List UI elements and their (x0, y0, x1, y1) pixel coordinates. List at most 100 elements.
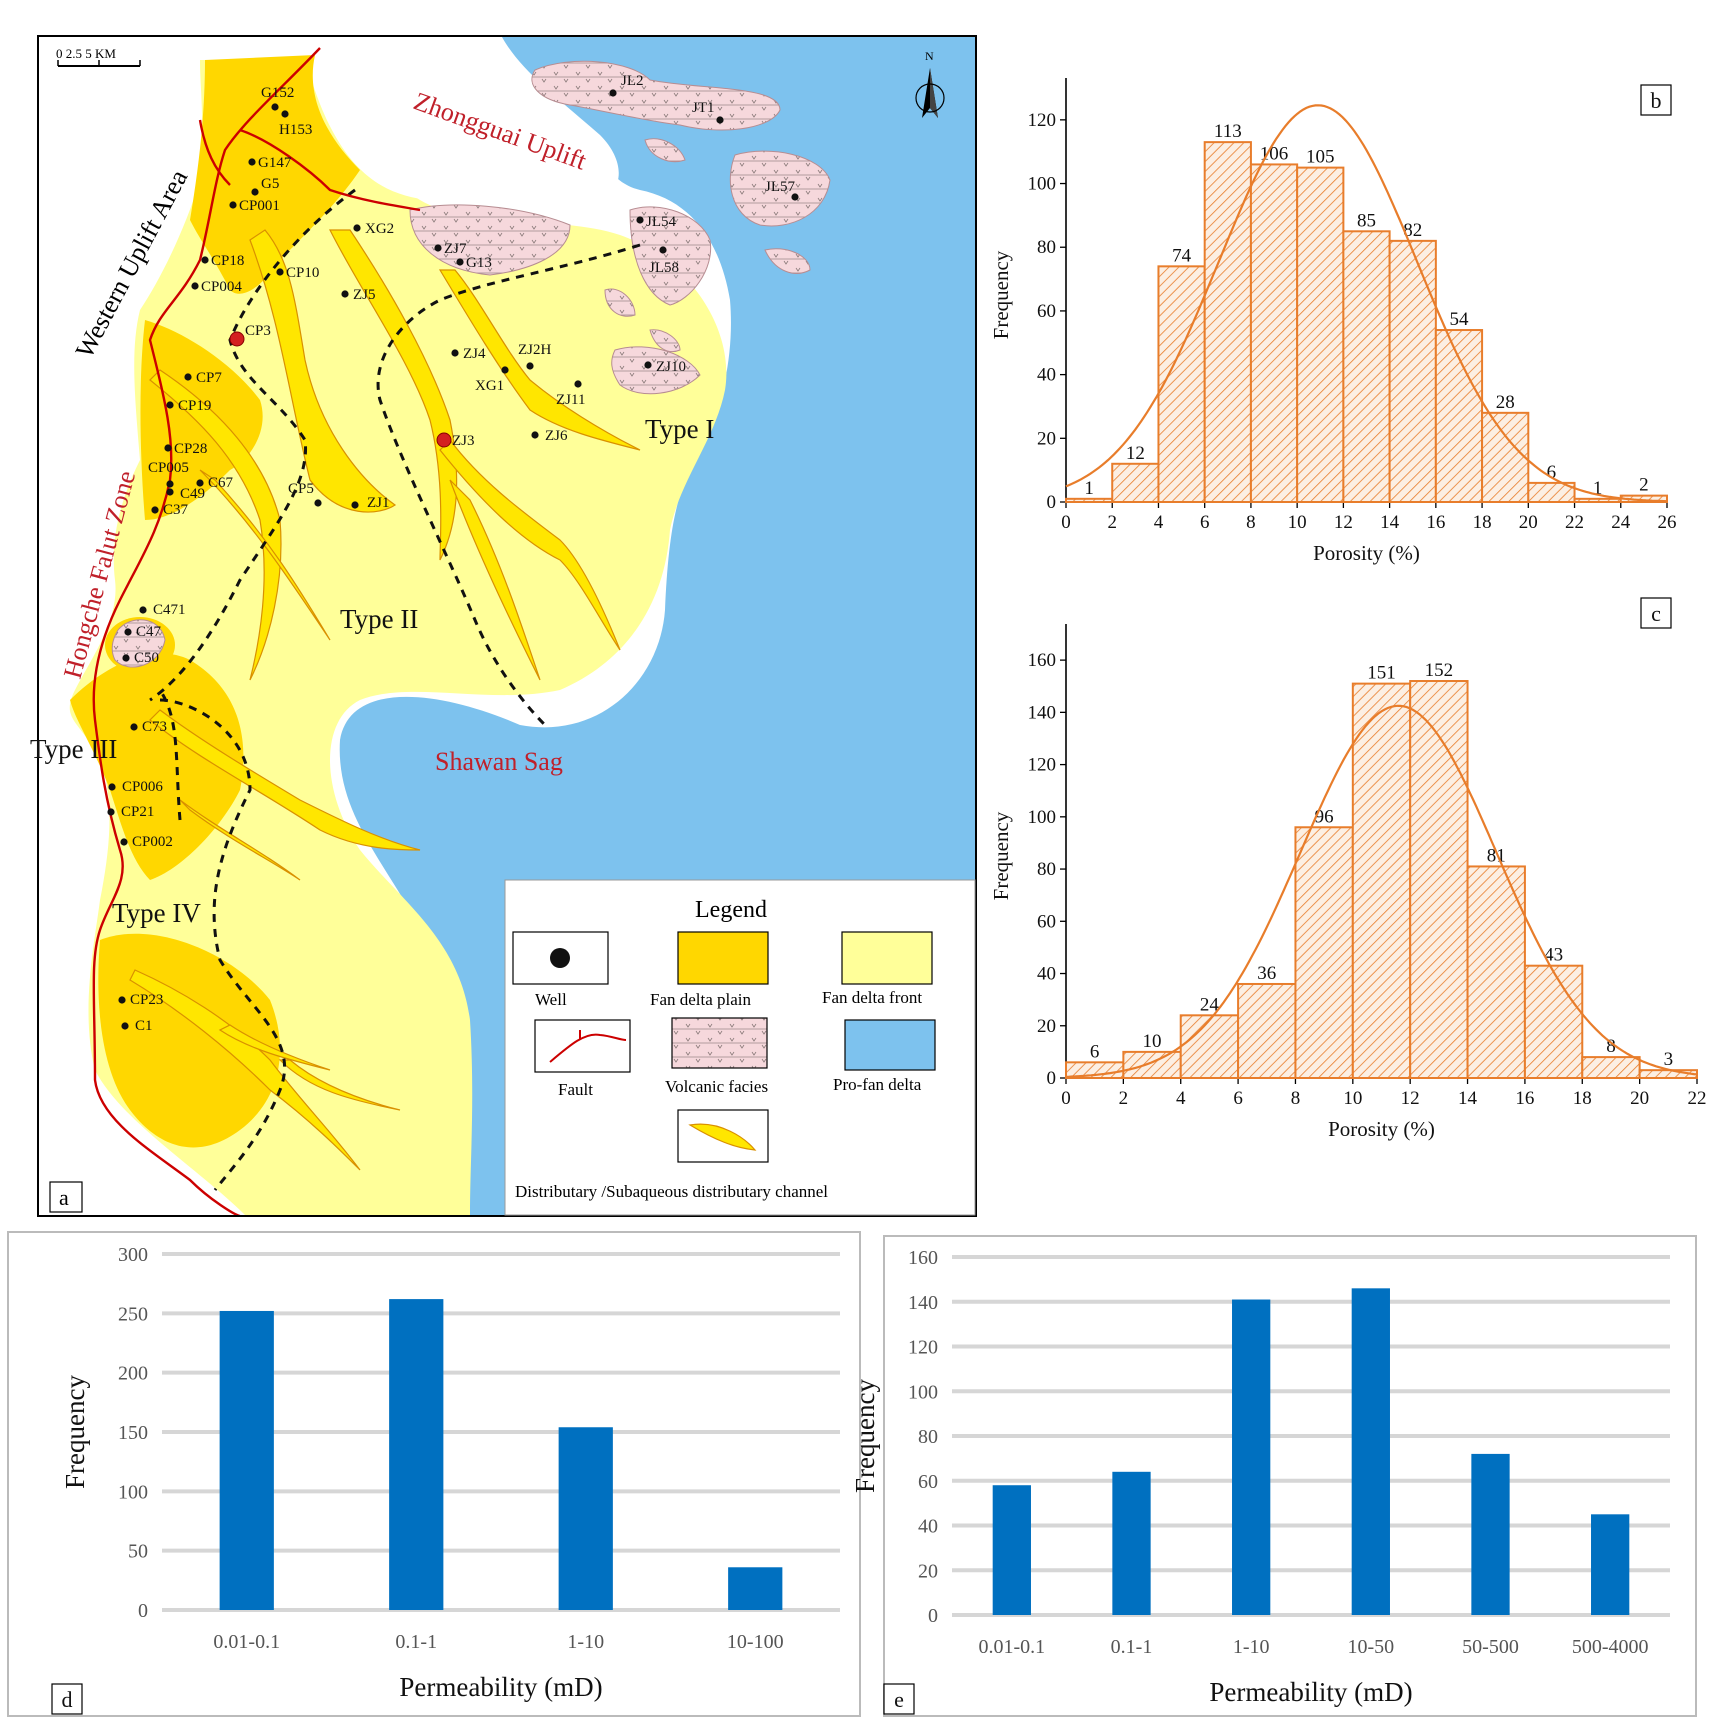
bar (1591, 1514, 1630, 1615)
well-marker (201, 256, 209, 264)
histogram-bar (1122, 1050, 1182, 1079)
x-tick-label: 26 (1658, 512, 1677, 533)
histogram-bar (1409, 680, 1469, 1079)
histogram-bar (1523, 964, 1584, 1079)
y-tick-label: 100 (1028, 174, 1057, 195)
x-tick-label: 20 (1519, 512, 1538, 533)
x-tick-label: 10 (1343, 1088, 1362, 1109)
y-axis-title: Frequency (60, 1375, 90, 1489)
x-tick-label: 14 (1380, 512, 1400, 533)
legend-pro-fan-delta: Pro-fan delta (833, 1075, 922, 1094)
x-tick-label: 0.01-0.1 (978, 1636, 1045, 1658)
histogram-bar (1249, 163, 1299, 504)
well-marker (341, 290, 349, 298)
y-tick-label: 160 (908, 1247, 938, 1269)
well-label: JL2 (621, 73, 644, 89)
well-label: G152 (261, 85, 294, 101)
well-marker (184, 373, 192, 381)
well-label: CP002 (132, 834, 173, 850)
y-tick-label: 150 (118, 1422, 148, 1444)
well-label: JL58 (649, 260, 679, 276)
well-marker (353, 224, 361, 232)
bar (219, 1310, 274, 1610)
histogram-bar (1179, 1014, 1240, 1079)
well-marker (229, 331, 245, 347)
fan-delta-plain-north (190, 55, 360, 294)
panel-label: d (62, 1687, 73, 1712)
bar-value-label: 151 (1367, 663, 1396, 684)
well-marker (636, 216, 644, 224)
bar (1471, 1453, 1510, 1615)
x-tick-label: 10-50 (1347, 1636, 1394, 1658)
shawan-sag-label: Shawan Sag (435, 747, 563, 776)
y-tick-label: 80 (1037, 859, 1056, 880)
y-axis-title: Frequency (989, 811, 1013, 900)
bar-value-label: 74 (1172, 245, 1192, 266)
well-marker (531, 431, 539, 439)
wells: JL2 JT1 JL57 JL54 JL58 ZJ10 ZJ11 ZJ2H XG1 ZJ4 ZJ6 Z… (107, 73, 799, 1034)
well-marker (120, 838, 128, 846)
bar-value-label: 105 (1306, 147, 1335, 168)
y-tick-label: 100 (908, 1381, 938, 1403)
x-tick-label: 4 (1176, 1088, 1186, 1109)
x-tick-label: 18 (1473, 512, 1492, 533)
x-tick-label: 4 (1154, 512, 1164, 533)
x-tick-label: 10 (1288, 512, 1307, 533)
histogram-bar (1351, 682, 1412, 1079)
well-marker (281, 110, 289, 118)
well-marker (108, 783, 116, 791)
well-marker (526, 362, 534, 370)
x-tick-label: 8 (1291, 1088, 1301, 1109)
well-marker (271, 103, 279, 111)
legend-distributary-channel: Distributary /Subaqueous distributary ch… (515, 1182, 828, 1201)
facies-map: 0 2.5 5 KM N Zhongguai Uplift Western Up… (30, 35, 977, 1217)
well-marker (118, 996, 126, 1004)
bar-value-label: 1 (1593, 478, 1603, 499)
y-tick-label: 60 (918, 1471, 938, 1493)
x-tick-label: 22 (1688, 1088, 1707, 1109)
pro-fan-delta-area (339, 37, 975, 1215)
bar-value-label: 3 (1664, 1049, 1674, 1070)
panel-label: e (894, 1687, 904, 1712)
y-tick-label: 200 (118, 1363, 148, 1385)
well-label: CP18 (211, 253, 244, 269)
y-tick-label: 140 (908, 1292, 938, 1314)
well-label: CP5 (288, 481, 314, 497)
well-label: CP28 (174, 441, 207, 457)
legend-title: Legend (695, 897, 767, 923)
y-tick-label: 0 (138, 1600, 148, 1622)
x-tick-label: 6 (1200, 512, 1210, 533)
well-marker (434, 244, 442, 252)
histogram-bar (1157, 265, 1206, 504)
bar-value-label: 36 (1257, 963, 1276, 984)
well-label: ZJ5 (353, 287, 376, 303)
well-marker (196, 479, 204, 487)
well-label: C1 (135, 1018, 153, 1034)
y-tick-label: 0 (1047, 492, 1057, 513)
scale-label: 0 2.5 5 KM (56, 46, 116, 61)
well-marker (151, 506, 159, 514)
well-label: ZJ2H (518, 342, 552, 358)
well-label: ZJ6 (545, 428, 568, 444)
y-tick-label: 40 (1037, 964, 1056, 985)
x-tick-label: 10-100 (727, 1631, 784, 1653)
well-label: CP23 (130, 992, 163, 1008)
histogram-bar (1581, 1056, 1641, 1079)
y-tick-label: 60 (1037, 301, 1056, 322)
x-tick-label: 50-500 (1462, 1636, 1519, 1658)
well-marker (251, 188, 259, 196)
x-tick-label: 2 (1119, 1088, 1129, 1109)
bar (728, 1567, 783, 1610)
y-tick-label: 40 (1037, 365, 1056, 386)
well-label: C47 (136, 624, 162, 640)
x-tick-label: 20 (1630, 1088, 1649, 1109)
y-tick-label: 80 (1037, 237, 1056, 258)
panel-label-box (1640, 597, 1672, 629)
well-marker (107, 808, 115, 816)
x-axis-title: Porosity (%) (1313, 541, 1420, 565)
x-axis-title: Permeability (mD) (399, 1672, 602, 1702)
well-marker (191, 282, 199, 290)
